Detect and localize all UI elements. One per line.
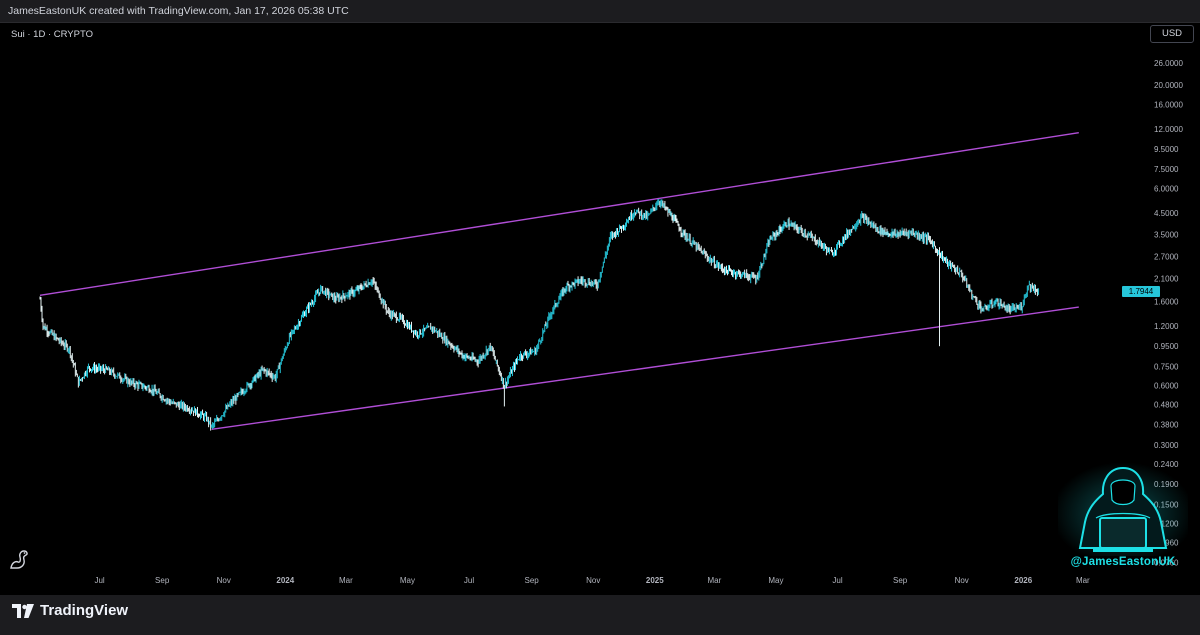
x-tick-label: Mar — [707, 576, 721, 585]
watermark-handle: @JamesEastonUK — [1070, 556, 1176, 568]
y-tick-label: 0.0760 — [1154, 558, 1179, 567]
hooded-hacker-icon — [1058, 462, 1188, 556]
x-tick-label: May — [768, 576, 783, 585]
symbol-label[interactable]: Sui · 1D · CRYPTO — [11, 29, 94, 40]
y-tick-label: 12.0000 — [1154, 125, 1183, 134]
tradingview-brand-text: TradingView — [40, 602, 129, 619]
y-tick-label: 0.3800 — [1154, 421, 1179, 430]
x-tick-label: Sep — [525, 576, 540, 585]
x-tick-label: Sep — [893, 576, 908, 585]
tradingview-logo-icon — [12, 603, 34, 618]
channel-line-upper — [39, 131, 1079, 297]
x-tick-label: May — [400, 576, 415, 585]
x-tick-label: 2025 — [646, 576, 664, 585]
y-tick-label: 2.1000 — [1154, 274, 1179, 283]
y-tick-label: 26.0000 — [1154, 59, 1183, 68]
x-tick-label: Nov — [955, 576, 969, 585]
hooded-hacker-avatar — [1058, 462, 1188, 580]
y-tick-label: 7.5000 — [1154, 165, 1179, 174]
chart-frame[interactable] — [0, 22, 1200, 596]
y-tick-label: 1.6000 — [1154, 298, 1179, 307]
dinosaur-icon[interactable] — [8, 548, 30, 570]
y-tick-label: 0.4800 — [1154, 401, 1179, 410]
y-tick-label: 0.3000 — [1154, 441, 1179, 450]
x-tick-label: Mar — [1076, 576, 1090, 585]
currency-button[interactable]: USD — [1150, 25, 1194, 43]
last-price-label: 1.7944 — [1122, 285, 1160, 297]
y-tick-label: 6.0000 — [1154, 184, 1179, 193]
y-tick-label: 0.9500 — [1154, 342, 1179, 351]
y-tick-label: 0.6000 — [1154, 382, 1179, 391]
x-tick-label: Jul — [464, 576, 474, 585]
x-tick-label: Nov — [217, 576, 231, 585]
footer-bar — [0, 595, 1200, 635]
y-tick-label: 9.5000 — [1154, 145, 1179, 154]
credit-text: JamesEastonUK created with TradingView.c… — [8, 5, 349, 17]
credit-bar: JamesEastonUK created with TradingView.c… — [0, 0, 1200, 22]
candles-group — [39, 199, 1039, 431]
tradingview-logo[interactable]: TradingView — [12, 602, 128, 619]
y-tick-label: 0.7500 — [1154, 362, 1179, 371]
y-tick-label: 16.0000 — [1154, 100, 1183, 109]
y-tick-label: 2.7000 — [1154, 253, 1179, 262]
x-tick-label: 2026 — [1014, 576, 1032, 585]
y-tick-label: 4.5000 — [1154, 209, 1179, 218]
x-tick-label: Nov — [586, 576, 600, 585]
x-tick-label: 2024 — [276, 576, 294, 585]
y-tick-label: 3.5000 — [1154, 231, 1179, 240]
x-tick-label: Jul — [832, 576, 842, 585]
x-tick-label: Jul — [94, 576, 104, 585]
channel-line-lower — [211, 306, 1079, 430]
x-tick-label: Mar — [339, 576, 353, 585]
x-tick-label: Sep — [155, 576, 170, 585]
y-tick-label: 20.0000 — [1154, 81, 1183, 90]
y-tick-label: 1.2000 — [1154, 322, 1179, 331]
